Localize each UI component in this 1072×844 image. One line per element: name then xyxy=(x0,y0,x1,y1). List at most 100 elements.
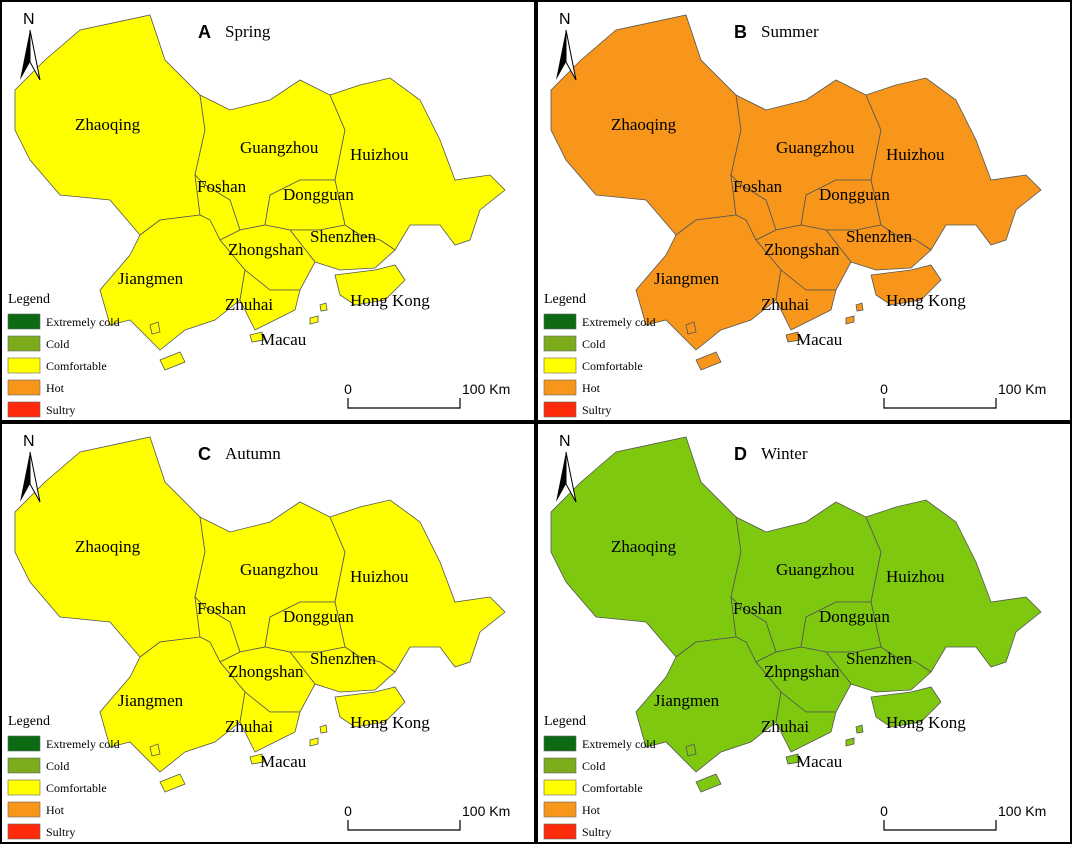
legend-label: Comfortable xyxy=(46,359,107,373)
legend-label: Extremely cold xyxy=(582,737,656,751)
city-label: Zhaoqing xyxy=(75,537,141,556)
scale-label: 100 Km xyxy=(998,381,1046,397)
city-label: Zhongshan xyxy=(228,240,304,259)
north-label: N xyxy=(559,11,571,28)
legend-label: Comfortable xyxy=(582,359,643,373)
north-arrow xyxy=(20,30,30,80)
legend-swatch xyxy=(7,401,41,418)
city-label: Jiangmen xyxy=(118,691,184,710)
legend-swatch xyxy=(543,823,577,840)
city-label: Zhuhai xyxy=(225,295,273,314)
legend-label: Extremely cold xyxy=(582,315,656,329)
legend-label: Extremely cold xyxy=(46,737,120,751)
region xyxy=(635,636,782,773)
city-label: Zhuhai xyxy=(761,717,809,736)
city-label: Jiangmen xyxy=(118,269,184,288)
region xyxy=(685,321,697,335)
legend-label: Sultry xyxy=(582,825,611,839)
region xyxy=(239,269,301,331)
north-arrow xyxy=(29,451,41,503)
region xyxy=(695,773,722,793)
map-panel: Zhaoqing Guangzhou Huizhou Foshan Dongguan Sh… xyxy=(0,422,536,844)
city-label: Shenzhen xyxy=(310,227,377,246)
region xyxy=(825,224,932,271)
city-label: Hong Kong xyxy=(886,291,966,310)
city-label: Macau xyxy=(796,752,843,771)
legend-swatch xyxy=(543,335,577,352)
scale-bar xyxy=(883,820,997,831)
city-label: Guangzhou xyxy=(240,560,319,579)
north-arrow xyxy=(565,29,577,81)
legend-swatch xyxy=(7,823,41,840)
panel-border xyxy=(0,0,536,422)
region xyxy=(785,331,801,343)
legend-swatch xyxy=(543,357,577,374)
region xyxy=(855,724,864,734)
north-arrow xyxy=(29,29,41,81)
city-label: Guangzhou xyxy=(240,138,319,157)
region xyxy=(870,264,942,306)
legend-label: Sultry xyxy=(46,403,75,417)
region xyxy=(149,321,161,335)
region xyxy=(239,691,301,753)
city-label: Zhaoqing xyxy=(611,115,677,134)
map-panel: Zhaoqing Guangzhou Huizhou Foshan Dongguan Sh… xyxy=(536,422,1072,844)
region xyxy=(865,77,1042,251)
city-label: Huizhou xyxy=(350,567,409,586)
city-label: Foshan xyxy=(733,177,783,196)
region xyxy=(334,264,406,306)
region xyxy=(635,214,782,351)
city-label: Hong Kong xyxy=(350,291,430,310)
legend-swatch xyxy=(7,757,41,774)
scale-bar xyxy=(347,820,461,831)
north-arrow xyxy=(20,452,30,502)
city-label: Huizhou xyxy=(886,567,945,586)
legend-swatch xyxy=(543,757,577,774)
north-label: N xyxy=(23,11,35,28)
city-label: Zhaoqing xyxy=(75,115,141,134)
region xyxy=(785,753,801,765)
region xyxy=(695,351,722,371)
city-label: Zhongshan xyxy=(764,240,840,259)
region xyxy=(249,331,265,343)
region xyxy=(149,743,161,757)
city-label: Macau xyxy=(260,330,307,349)
region xyxy=(289,224,396,271)
city-label: Jiangmen xyxy=(654,691,720,710)
region xyxy=(870,686,942,728)
legend-swatch xyxy=(543,401,577,418)
region xyxy=(319,724,328,734)
city-label: Foshan xyxy=(197,177,247,196)
legend-label: Hot xyxy=(582,803,601,817)
region xyxy=(865,499,1042,673)
city-label: Guangzhou xyxy=(776,138,855,157)
region xyxy=(329,499,506,673)
region xyxy=(159,351,186,371)
scale-label: 0 xyxy=(344,803,352,819)
region xyxy=(309,315,319,325)
city-label: Dongguan xyxy=(819,185,890,204)
region xyxy=(685,743,697,757)
scale-label: 100 Km xyxy=(462,803,510,819)
map-panel: Zhaoqing Guangzhou Huizhou Foshan Dongguan Sh… xyxy=(0,0,536,422)
region xyxy=(99,636,246,773)
legend-label: Comfortable xyxy=(46,781,107,795)
region xyxy=(289,646,396,693)
panel-letter: C xyxy=(198,444,211,464)
legend-label: Cold xyxy=(46,759,69,773)
city-label: Zhaoqing xyxy=(611,537,677,556)
region xyxy=(309,737,319,747)
city-label: Dongguan xyxy=(819,607,890,626)
city-label: Dongguan xyxy=(283,185,354,204)
legend-label: Extremely cold xyxy=(46,315,120,329)
legend-label: Cold xyxy=(582,337,605,351)
scale-bar xyxy=(883,398,997,409)
region xyxy=(855,302,864,312)
legend-title: Legend xyxy=(544,714,586,729)
scale-bar xyxy=(347,398,461,409)
legend-title: Legend xyxy=(8,292,50,307)
panel-title: Autumn xyxy=(225,444,281,463)
city-label: Macau xyxy=(260,752,307,771)
legend-swatch xyxy=(7,335,41,352)
panel-title: Winter xyxy=(761,444,808,463)
